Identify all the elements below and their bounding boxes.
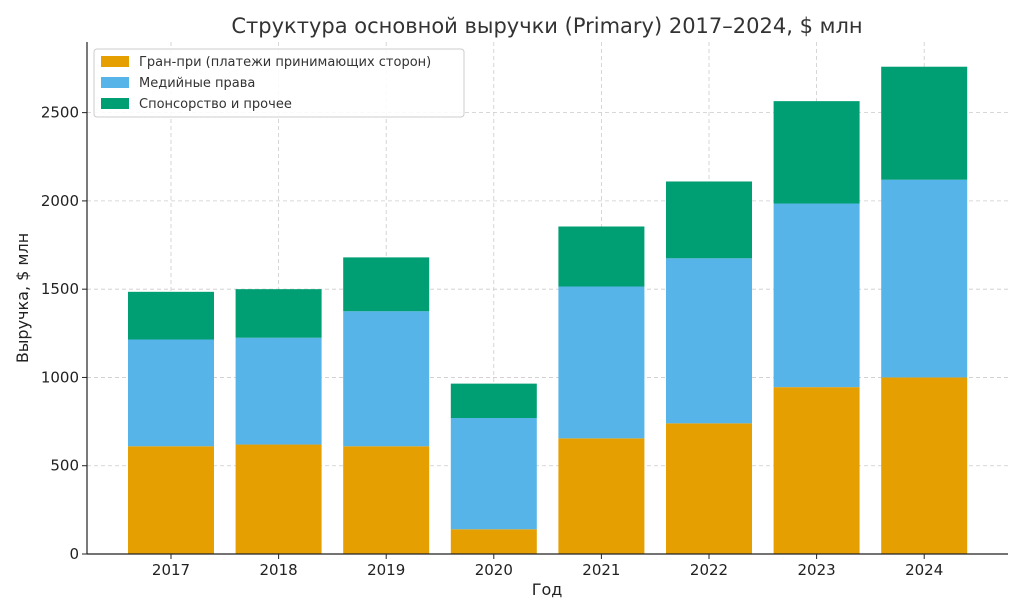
y-tick-label: 2000 xyxy=(41,192,79,210)
axes xyxy=(86,42,1008,555)
bar-segment-2-2022 xyxy=(666,181,752,259)
legend-box xyxy=(93,48,465,118)
bar-segment-2-2020 xyxy=(450,383,537,419)
x-tick-label: 2021 xyxy=(582,561,620,579)
bar-segment-1-2024 xyxy=(881,179,968,378)
legend-swatch xyxy=(101,98,129,109)
bar-segment-1-2023 xyxy=(773,203,860,388)
bar-segment-2-2017 xyxy=(128,291,214,340)
bars xyxy=(128,66,968,554)
bar-segment-0-2023 xyxy=(773,387,860,554)
bar-segment-0-2024 xyxy=(881,377,968,554)
bar-segment-1-2018 xyxy=(235,337,322,445)
bar-segment-2-2018 xyxy=(235,289,322,338)
y-tick-label: 2500 xyxy=(41,104,79,122)
y-axis-label: Выручка, $ млн xyxy=(13,233,32,363)
bar-segment-2-2023 xyxy=(773,101,860,204)
x-tick-label: 2023 xyxy=(798,561,836,579)
x-tick-label: 2019 xyxy=(367,561,405,579)
legend-swatch xyxy=(101,77,129,88)
chart-title: Структура основной выручки (Primary) 201… xyxy=(231,14,862,38)
y-tick-label: 1500 xyxy=(41,280,79,298)
bar-segment-0-2017 xyxy=(128,446,214,554)
bar-segment-2-2019 xyxy=(343,257,430,312)
bar-segment-0-2019 xyxy=(343,446,430,554)
y-tick-label: 500 xyxy=(50,457,79,475)
y-ticks: 0 500 1000 1500 2000 2500 xyxy=(41,104,87,563)
x-tick-label: 2018 xyxy=(260,561,298,579)
bar-segment-1-2019 xyxy=(343,311,430,447)
grid-lines xyxy=(87,42,1008,554)
legend: Гран-при (платежи принимающих сторон) Мед… xyxy=(93,48,465,118)
legend-entry: Спонсорство и прочее xyxy=(139,97,292,112)
x-axis-label: Год xyxy=(532,580,563,599)
legend-swatch xyxy=(101,56,129,67)
bar-segment-2-2021 xyxy=(558,226,645,287)
bar-segment-0-2021 xyxy=(558,438,645,554)
x-tick-label: 2017 xyxy=(152,561,190,579)
bar-segment-1-2017 xyxy=(128,339,214,447)
y-tick-label: 1000 xyxy=(41,368,79,386)
legend-entry: Гран-при (платежи принимающих сторон) xyxy=(139,55,431,70)
bar-segment-0-2018 xyxy=(235,444,322,554)
bar-segment-2-2024 xyxy=(881,66,968,180)
x-tick-label: 2020 xyxy=(475,561,513,579)
bar-segment-0-2020 xyxy=(450,529,537,554)
x-ticks: 2017 2018 2019 2020 2021 2022 2023 2024 xyxy=(152,554,943,579)
bar-segment-0-2022 xyxy=(666,423,752,554)
bar-segment-1-2022 xyxy=(666,258,752,424)
legend-entry: Медийные права xyxy=(139,76,255,91)
x-tick-label: 2022 xyxy=(690,561,728,579)
bar-segment-1-2021 xyxy=(558,286,645,439)
x-tick-label: 2024 xyxy=(905,561,943,579)
y-tick-label: 0 xyxy=(69,545,79,563)
bar-segment-1-2020 xyxy=(450,418,537,530)
